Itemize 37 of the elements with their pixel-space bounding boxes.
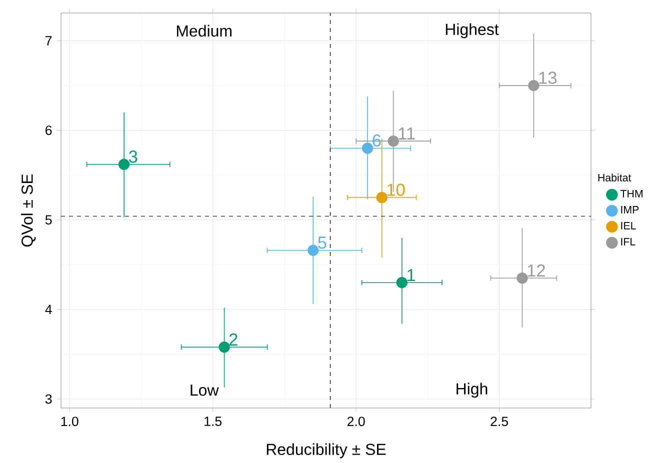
annotation: Highest: [446, 23, 499, 38]
x-tick-label: 1.0: [61, 416, 78, 426]
annotation: 5: [318, 236, 326, 249]
point: [516, 272, 528, 284]
legend-title: Habitat: [598, 174, 632, 182]
y-tick-label: 6: [46, 126, 52, 136]
legend-label: IFL: [621, 238, 636, 246]
point: [362, 142, 374, 154]
legend-label: IEL: [621, 222, 636, 230]
point: [376, 192, 388, 204]
annotation: 13: [539, 72, 556, 84]
legend-label: THM: [620, 190, 642, 198]
x-axis-title: Reducibility ± SE: [266, 443, 386, 458]
x-tick-label: 2.0: [347, 416, 365, 426]
annotation: Low: [190, 384, 219, 396]
y-axis-title: QVol ± SE: [21, 174, 36, 247]
annotation: 3: [128, 150, 138, 163]
point: [308, 244, 319, 256]
point: [118, 158, 130, 170]
y-tick-label: 3: [45, 394, 52, 404]
annotation: 1: [408, 269, 415, 282]
y-tick-label: 4: [45, 305, 52, 314]
point: [396, 277, 408, 288]
legend-label: IMP: [621, 206, 639, 214]
annotation: Medium: [176, 25, 232, 37]
x-tick-label: 2.5: [490, 416, 508, 426]
y-tick-label: 5: [45, 215, 52, 225]
point: [218, 342, 230, 353]
y-tick-label: 7: [46, 36, 52, 46]
annotation: 12: [528, 264, 545, 277]
annotation: 2: [229, 334, 238, 346]
annotation: 10: [387, 184, 405, 196]
point: [528, 80, 540, 92]
point: [388, 136, 399, 147]
x-tick-label: 1.5: [204, 416, 222, 426]
annotation: 11: [398, 128, 415, 140]
annotation: High: [456, 382, 488, 398]
